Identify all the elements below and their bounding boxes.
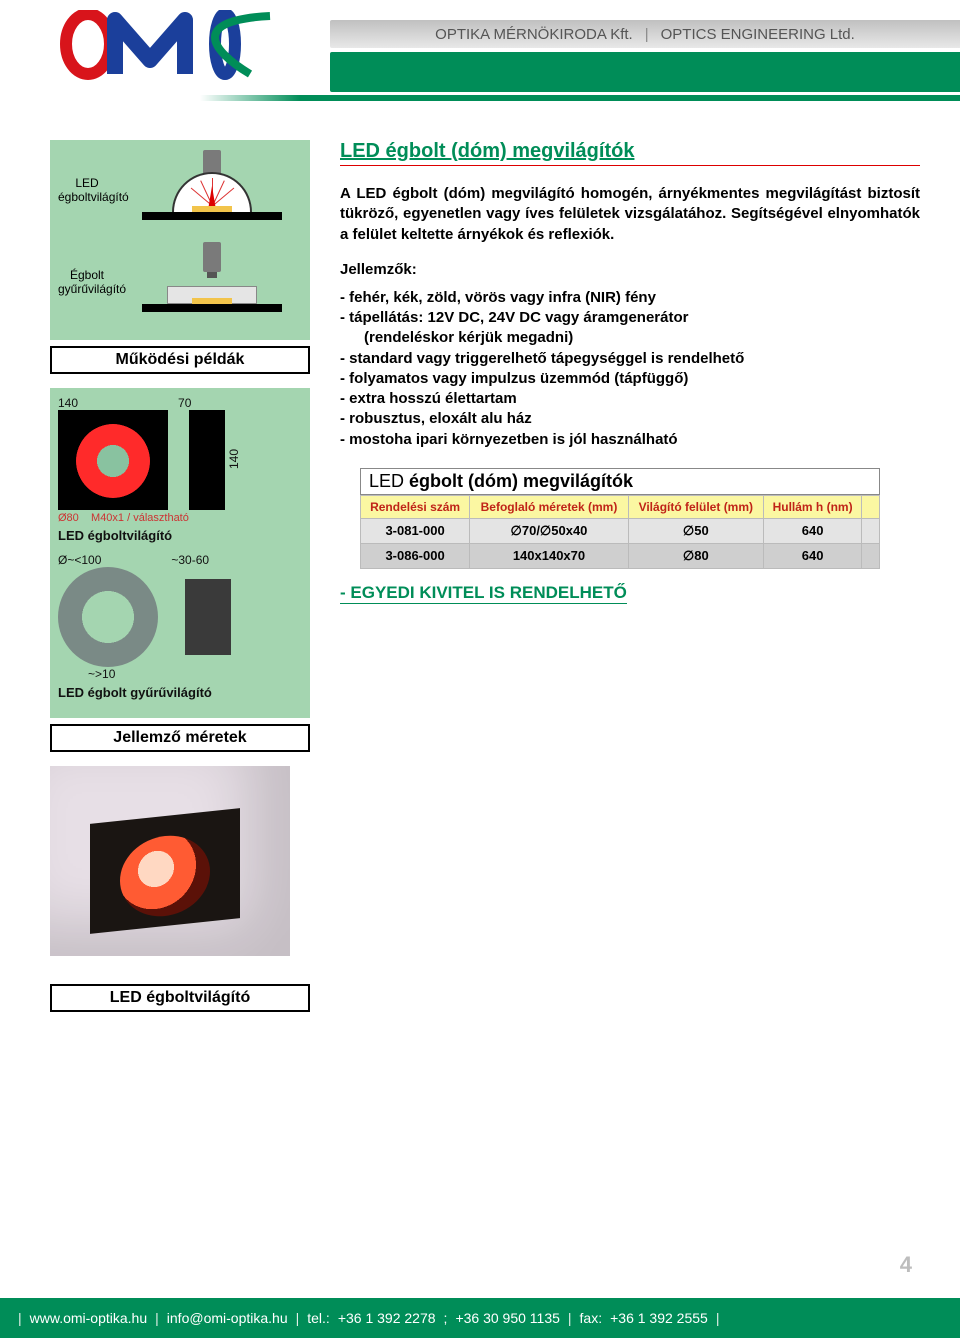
table-cell: ∅80 bbox=[628, 543, 763, 568]
dim-ring-gap: ~>10 bbox=[88, 667, 302, 681]
page-number: 4 bbox=[900, 1252, 912, 1278]
intro-paragraph: A LED égbolt (dóm) megvilágító homogén, … bbox=[340, 184, 920, 245]
table-row: 3-081-000∅70/∅50x40∅50640 bbox=[361, 518, 880, 543]
table-cell: 640 bbox=[763, 543, 862, 568]
table-column-header: Rendelési szám bbox=[361, 495, 470, 518]
feature-item: (rendeléskor kérjük megadni) bbox=[340, 328, 920, 348]
dims-caption-1: LED égboltvilágító bbox=[58, 528, 302, 543]
table-cell: 640 bbox=[763, 518, 862, 543]
caption-typical-dimensions: Jellemző méretek bbox=[50, 724, 310, 752]
header-stripe bbox=[0, 95, 960, 101]
header-green-bar bbox=[330, 52, 960, 92]
section-title: LED égbolt (dóm) megvilágítók bbox=[340, 140, 920, 166]
left-column: LED égboltvilágító bbox=[50, 140, 310, 1026]
table-column-header: Befoglaló méretek (mm) bbox=[470, 495, 629, 518]
diagram-2-label: Égbolt gyűrűvilágító bbox=[58, 268, 116, 296]
feature-item: fehér, kék, zöld, vörös vagy infra (NIR)… bbox=[340, 288, 920, 308]
page-footer: | www.omi-optika.hu | info@omi-optika.hu… bbox=[0, 1298, 960, 1338]
table-row: 3-086-000140x140x70∅80640 bbox=[361, 543, 880, 568]
dim-ring-side: ~30-60 bbox=[171, 553, 209, 567]
footer-tel-2[interactable]: +36 30 950 1135 bbox=[455, 1310, 559, 1326]
table-cell: 3-086-000 bbox=[361, 543, 470, 568]
operation-diagrams: LED égboltvilágító bbox=[50, 140, 310, 340]
features-list: fehér, kék, zöld, vörös vagy infra (NIR)… bbox=[340, 288, 920, 450]
table-cell-blank bbox=[862, 543, 880, 568]
footer-email[interactable]: info@omi-optika.hu bbox=[167, 1310, 288, 1326]
main-content: LED égbolt (dóm) megvilágítók A LED égbo… bbox=[340, 140, 920, 1026]
table-cell-blank bbox=[862, 518, 880, 543]
diagram-1-label: LED égboltvilágító bbox=[58, 176, 116, 204]
footer-website[interactable]: www.omi-optika.hu bbox=[30, 1310, 148, 1326]
table-column-header: Világító felület (mm) bbox=[628, 495, 763, 518]
dim-ring-outer: Ø~<100 bbox=[58, 553, 101, 567]
dome-front-view bbox=[58, 410, 168, 510]
diagram-2 bbox=[122, 242, 302, 322]
footer-tel-label: tel.: bbox=[307, 1310, 330, 1326]
page-header: OPTIKA MÉRNÖKIRODA Kft. | OPTICS ENGINEE… bbox=[0, 0, 960, 120]
dim-width-140: 140 bbox=[58, 396, 78, 410]
table-column-header-blank bbox=[862, 495, 880, 518]
separator: | bbox=[645, 26, 649, 43]
footer-fax-label: fax: bbox=[580, 1310, 603, 1326]
company-name-hu: OPTIKA MÉRNÖKIRODA Kft. bbox=[435, 26, 633, 43]
dim-width-70: 70 bbox=[178, 396, 191, 410]
table-cell: ∅70/∅50x40 bbox=[470, 518, 629, 543]
custom-order-note: - EGYEDI KIVITEL IS RENDELHETŐ bbox=[340, 583, 627, 604]
diagram-1 bbox=[122, 150, 302, 230]
table-cell: ∅50 bbox=[628, 518, 763, 543]
dimension-drawings: 140 70 140 Ø80 M40x1 / választható LED é… bbox=[50, 388, 310, 718]
ring-front-view bbox=[58, 567, 158, 667]
features-heading: Jellemzők: bbox=[340, 261, 920, 278]
table-cell: 140x140x70 bbox=[470, 543, 629, 568]
ring-side-view bbox=[185, 579, 231, 655]
dims-caption-2: LED égbolt gyűrűvilágító bbox=[58, 685, 302, 700]
table-cell: 3-081-000 bbox=[361, 518, 470, 543]
table-header-row: Rendelési számBefoglaló méretek (mm)Vilá… bbox=[361, 495, 880, 518]
product-table: Rendelési számBefoglaló méretek (mm)Vilá… bbox=[360, 495, 880, 569]
company-name-en: OPTICS ENGINEERING Ltd. bbox=[661, 26, 855, 43]
feature-item: mostoha ipari környezetben is jól haszná… bbox=[340, 430, 920, 450]
dim-thread: M40x1 / választható bbox=[91, 512, 189, 524]
dim-height-140: 140 bbox=[227, 449, 241, 469]
dome-side-view bbox=[189, 410, 225, 510]
product-table-section: LED égbolt (dóm) megvilágítók Rendelési … bbox=[360, 468, 880, 569]
caption-product-photo: LED égboltvilágító bbox=[50, 984, 310, 1012]
omi-logo bbox=[60, 10, 290, 90]
feature-item: robusztus, eloxált alu ház bbox=[340, 409, 920, 429]
product-photo bbox=[50, 766, 290, 956]
table-column-header: Hullám h (nm) bbox=[763, 495, 862, 518]
dim-diameter: Ø80 bbox=[58, 512, 79, 524]
table-title: LED égbolt (dóm) megvilágítók bbox=[360, 468, 880, 495]
feature-item: extra hosszú élettartam bbox=[340, 389, 920, 409]
feature-item: tápellátás: 12V DC, 24V DC vagy áramgene… bbox=[340, 308, 920, 328]
table-body: 3-081-000∅70/∅50x40∅50640 3-086-000140x1… bbox=[361, 518, 880, 568]
table-title-main: égbolt (dóm) megvilágítók bbox=[409, 471, 633, 491]
table-title-prefix: LED bbox=[369, 471, 409, 491]
caption-operation-examples: Működési példák bbox=[50, 346, 310, 374]
footer-tel-1[interactable]: +36 1 392 2278 bbox=[338, 1310, 436, 1326]
company-name-bar: OPTIKA MÉRNÖKIRODA Kft. | OPTICS ENGINEE… bbox=[330, 20, 960, 48]
feature-item: folyamatos vagy impulzus üzemmód (tápfüg… bbox=[340, 369, 920, 389]
feature-item: standard vagy triggerelhető tápegységgel… bbox=[340, 349, 920, 369]
footer-fax: +36 1 392 2555 bbox=[610, 1310, 708, 1326]
